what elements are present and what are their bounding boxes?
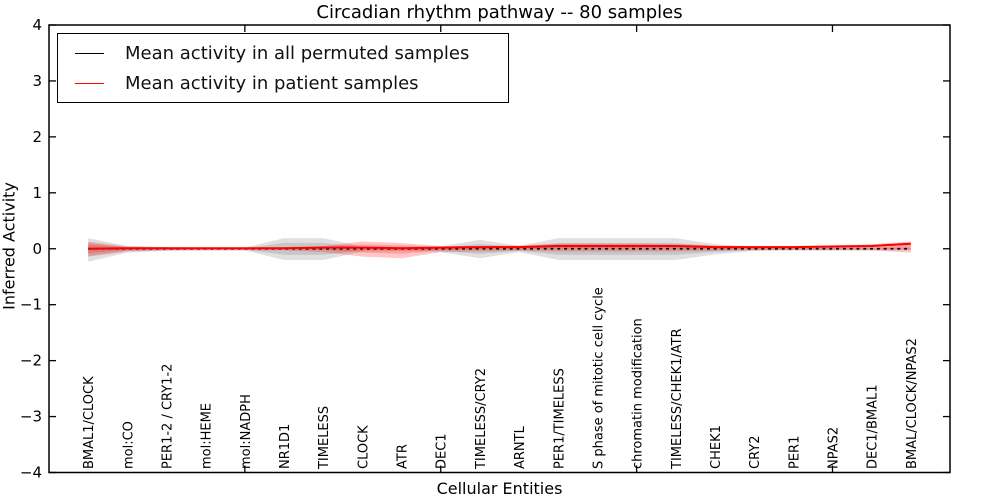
patient-confidence-band	[88, 241, 911, 259]
x-tick-label: mol:HEME	[200, 403, 215, 469]
x-tick-label: CHEK1	[709, 425, 724, 469]
y-tick-label: −3	[20, 408, 42, 426]
x-tick-label: TIMELESS	[317, 406, 332, 470]
x-tick-label: DEC1	[435, 433, 450, 469]
x-tick-label: TIMELESS/CRY2	[474, 368, 489, 470]
y-axis-label: Inferred Activity	[0, 182, 19, 310]
x-axis-label: Cellular Entities	[436, 479, 563, 498]
y-tick-label: 3	[32, 72, 42, 90]
y-tick-label: −1	[20, 296, 42, 314]
x-tick-label: S phase of mitotic cell cycle	[591, 287, 606, 469]
x-tick-label: mol:CO	[121, 421, 136, 469]
legend-label-patient: Mean activity in patient samples	[125, 72, 419, 94]
patient-mean-line	[88, 242, 911, 250]
permuted-confidence-band	[88, 238, 911, 262]
legend-entry-permuted: Mean activity in all permuted samples	[58, 38, 508, 68]
x-tick-label: ARNTL	[513, 425, 528, 469]
x-tick-label: CLOCK	[356, 425, 371, 469]
x-tick-label: CRY2	[748, 436, 763, 470]
x-tick-label: TIMELESS/CHEK1/ATR	[670, 328, 685, 470]
x-tick-label: chromatin modification	[631, 318, 646, 469]
x-tick-label: PER1	[787, 436, 802, 469]
x-tick-label: ATR	[396, 444, 411, 469]
legend-entry-patient: Mean activity in patient samples	[58, 68, 508, 98]
y-tick-label: 4	[32, 16, 42, 34]
x-tick-label: DEC1/BMAL1	[866, 385, 881, 470]
x-tick-label: PER1-2 / CRY1-2	[161, 364, 176, 469]
y-tick-label: −2	[20, 352, 42, 370]
x-tick-label: mol:NADPH	[239, 394, 254, 469]
y-tick-label: 0	[32, 240, 42, 258]
legend-label-permuted: Mean activity in all permuted samples	[125, 42, 470, 64]
x-tick-label: NPAS2	[826, 427, 841, 469]
y-tick-label: 1	[32, 184, 42, 202]
y-tick-label: −4	[20, 464, 42, 482]
patient-confidence-band-core	[88, 242, 911, 254]
patient-line-swatch	[75, 82, 104, 84]
legend: Mean activity in all permuted samples Me…	[57, 33, 509, 103]
x-tick-label: PER1/TIMELESS	[552, 368, 567, 469]
chart-title: Circadian rhythm pathway -- 80 samples	[316, 2, 683, 23]
x-tick-label: NR1D1	[278, 424, 293, 469]
permuted-line-swatch	[75, 52, 104, 54]
y-tick-label: 2	[32, 128, 42, 146]
x-tick-label: BMAL1/CLOCK	[82, 376, 97, 469]
x-tick-label: BMAL/CLOCK/NPAS2	[905, 338, 920, 469]
